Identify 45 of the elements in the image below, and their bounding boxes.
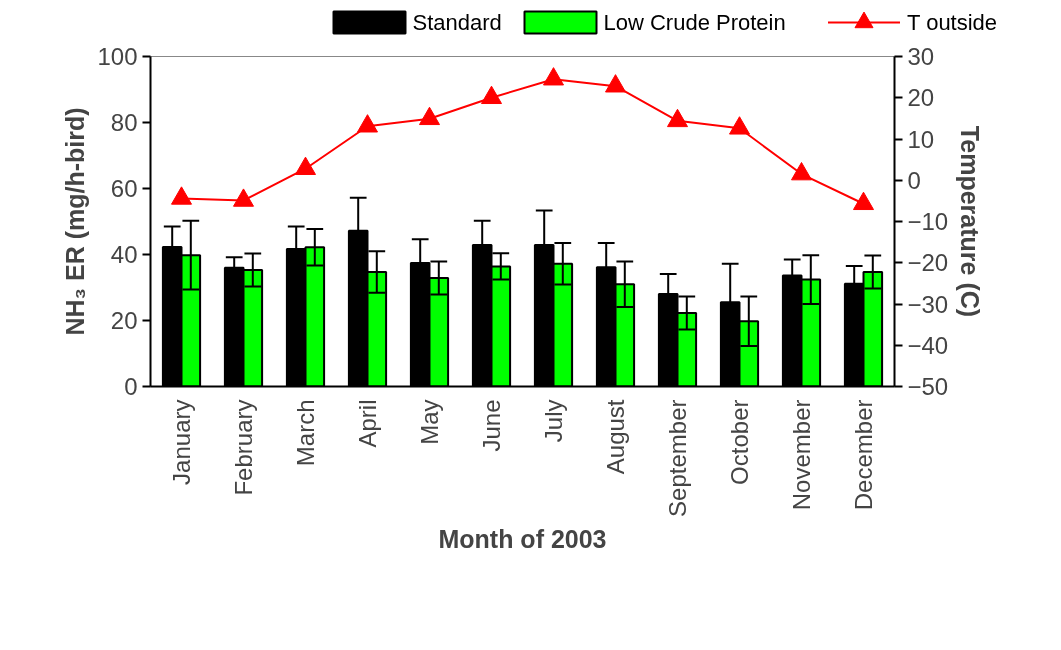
x-tick-label: March <box>292 399 319 467</box>
y2-tick-label: −50 <box>907 373 949 400</box>
x-tick-label: July <box>540 399 567 443</box>
x-tick-label: August <box>602 399 629 475</box>
x-tick-label: December <box>850 399 877 511</box>
x-tick-label: January <box>168 399 195 485</box>
y2-tick-label: 30 <box>907 43 935 70</box>
x-tick-label: May <box>416 399 443 445</box>
point <box>729 116 750 135</box>
x-tick-label: September <box>664 399 691 517</box>
legend-label: T outside <box>907 10 998 35</box>
point <box>667 108 688 128</box>
point <box>233 188 254 207</box>
point <box>171 186 192 205</box>
y-tick-label: 60 <box>110 175 138 202</box>
y-tick-label: 0 <box>124 373 138 400</box>
y2-tick-label: 0 <box>907 166 921 194</box>
point <box>853 191 874 211</box>
point <box>357 114 378 133</box>
y-axis-title: NH₃ ER (mg/h-bird) <box>61 107 90 336</box>
point <box>419 106 440 126</box>
point <box>295 156 316 175</box>
x-tick-label: June <box>478 399 505 452</box>
y2-tick-label: 20 <box>907 84 935 112</box>
point <box>543 67 564 86</box>
y2-tick-label: −20 <box>907 249 949 277</box>
y-tick-label: 80 <box>110 109 138 136</box>
point <box>791 162 812 181</box>
x-tick-label: November <box>788 399 815 511</box>
y2-tick-label: −30 <box>907 290 949 318</box>
x-tick-label: April <box>354 399 381 448</box>
point <box>605 74 626 93</box>
legend-label: Low Crude Protein <box>603 10 786 35</box>
legend-label: Standard <box>412 10 502 35</box>
x-axis-title: Month of 2003 <box>438 524 607 553</box>
x-tick-label: October <box>726 399 753 485</box>
y2-tick-label: 10 <box>907 125 935 153</box>
y2-tick-label: −10 <box>907 208 949 235</box>
y2-tick-label: −40 <box>907 331 949 359</box>
y-tick-label: 20 <box>110 307 138 334</box>
y-tick-label: 100 <box>97 43 138 70</box>
y2-axis-title: Temperature (C) <box>956 125 985 318</box>
y-tick-label: 40 <box>110 241 138 268</box>
point <box>481 85 502 105</box>
x-tick-label: February <box>230 399 257 496</box>
